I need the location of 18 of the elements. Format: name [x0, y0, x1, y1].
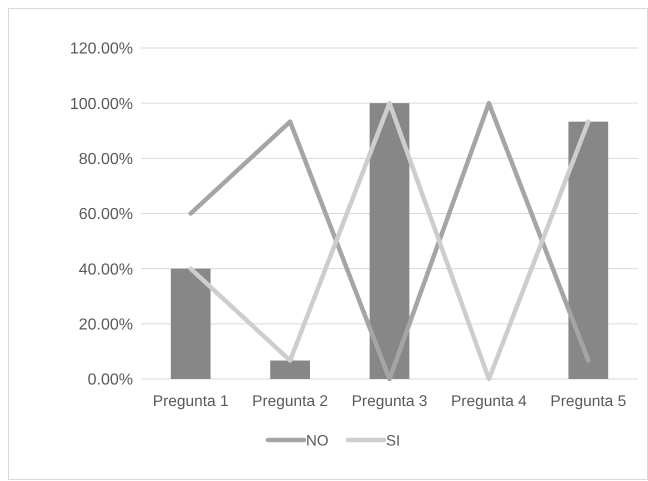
bar [370, 103, 410, 379]
y-tick-label: 60.00% [78, 206, 133, 224]
bar [170, 268, 211, 379]
x-tick-label: Pregunta 5 [550, 393, 626, 410]
y-tick-label: 120.00% [70, 40, 133, 58]
y-tick-label: 0.00% [88, 372, 133, 389]
x-tick-label: Pregunta 1 [152, 393, 229, 410]
legend-label: SI [386, 432, 400, 450]
x-tick-label: Pregunta 4 [450, 393, 528, 410]
x-tick-label: Pregunta 3 [352, 393, 428, 410]
legend-label: NO [306, 432, 328, 450]
y-tick-label: 80.00% [78, 150, 133, 168]
bar [270, 360, 310, 379]
bar [568, 122, 608, 379]
y-tick-label: 40.00% [78, 261, 133, 278]
x-tick-label: Pregunta 2 [252, 393, 328, 410]
y-tick-label: 20.00% [78, 316, 133, 334]
y-tick-label: 100.00% [70, 96, 133, 113]
